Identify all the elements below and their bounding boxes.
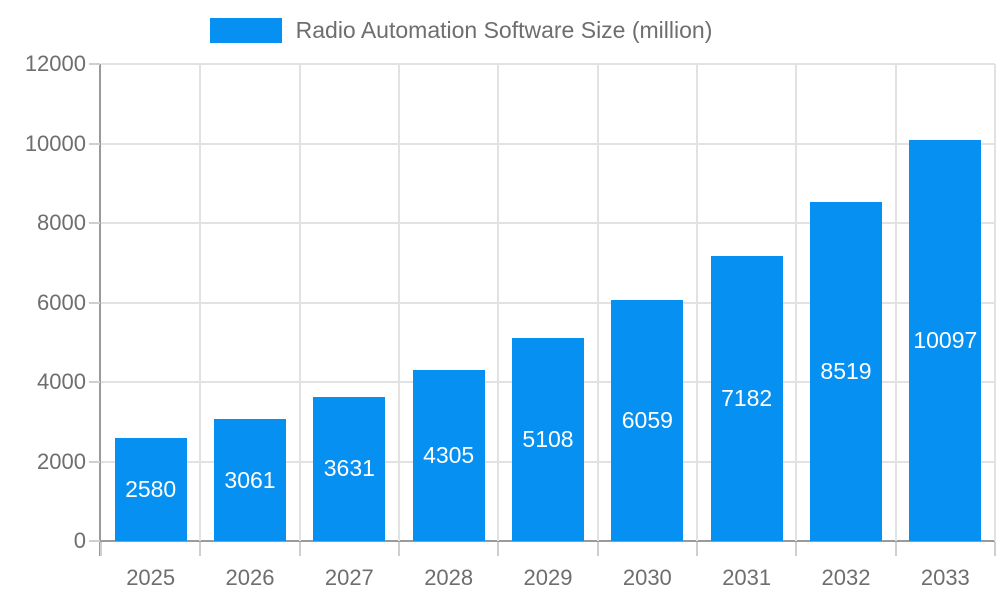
v-gridline (398, 64, 400, 541)
v-gridline (994, 64, 996, 541)
v-gridline (298, 64, 301, 541)
x-tick (199, 542, 202, 556)
x-tick (795, 542, 798, 556)
x-tick (298, 542, 301, 556)
bar-value-label: 3631 (323, 455, 375, 482)
x-tick-label: 2030 (622, 565, 672, 590)
v-gridline (199, 64, 202, 541)
bar-value-label: 2580 (125, 476, 177, 503)
h-gridline (101, 222, 995, 224)
h-gridline (101, 301, 995, 304)
x-tick (100, 542, 102, 556)
x-tick-label: 2029 (523, 565, 573, 590)
bar: 6059 (611, 300, 684, 541)
y-tick-label: 8000 (37, 210, 86, 235)
y-tick-label: 12000 (24, 51, 86, 76)
h-gridline (101, 142, 995, 145)
x-tick (894, 542, 897, 556)
x-tick (596, 542, 599, 556)
bar: 10097 (909, 139, 982, 541)
x-tick (497, 542, 500, 556)
bar-value-label: 10097 (913, 326, 978, 353)
bar-value-label: 3061 (224, 466, 276, 493)
y-tick-label: 4000 (37, 369, 86, 394)
v-gridline (596, 64, 599, 541)
x-tick-label: 2032 (821, 565, 871, 590)
x-tick-label: 2027 (324, 565, 374, 590)
chart-legend[interactable]: Radio Automation Software Size (million) (0, 12, 922, 48)
bar-value-label: 8519 (820, 358, 872, 385)
h-gridline (101, 63, 995, 65)
bar: 3061 (214, 419, 286, 541)
bar-value-label: 5108 (522, 425, 574, 452)
v-gridline (696, 64, 698, 541)
y-tick (89, 381, 100, 383)
plot-area: 2580 3061 3631 4305 5108 6059 7182 8519 10097 (101, 63, 996, 541)
legend-label: Radio Automation Software Size (million) (295, 16, 713, 43)
y-tick-label: 6000 (37, 289, 86, 315)
v-gridline (894, 64, 897, 541)
bar-value-label: 4305 (423, 441, 475, 468)
bar: 2580 (114, 438, 187, 541)
v-gridline (795, 64, 798, 541)
bar-value-label: 6059 (621, 407, 673, 434)
v-gridline (497, 64, 500, 541)
bar: 3631 (313, 396, 386, 541)
legend-swatch (209, 17, 282, 43)
y-tick-label: 0 (73, 528, 86, 553)
y-tick (89, 63, 100, 65)
y-tick-label: 10000 (24, 130, 86, 156)
y-tick (89, 222, 100, 224)
bar-value-label: 7182 (721, 384, 773, 411)
bar: 7182 (710, 255, 783, 541)
x-tick-label: 2026 (225, 565, 275, 590)
bar: 5108 (512, 337, 584, 541)
y-tick-label: 2000 (37, 448, 86, 474)
x-axis-line (99, 540, 995, 542)
y-tick (89, 301, 100, 304)
x-tick (696, 542, 698, 556)
y-tick (89, 460, 100, 463)
x-tick (398, 542, 400, 556)
bar: 8519 (810, 202, 882, 541)
x-tick-label: 2025 (126, 565, 176, 590)
x-tick-label: 2031 (722, 565, 772, 590)
bar: 4305 (412, 369, 485, 541)
x-tick-label: 2028 (424, 565, 474, 590)
y-axis-line (99, 64, 101, 556)
y-tick (89, 540, 100, 542)
y-tick (89, 142, 100, 145)
x-tick (994, 542, 996, 556)
x-tick-label: 2033 (920, 565, 970, 590)
